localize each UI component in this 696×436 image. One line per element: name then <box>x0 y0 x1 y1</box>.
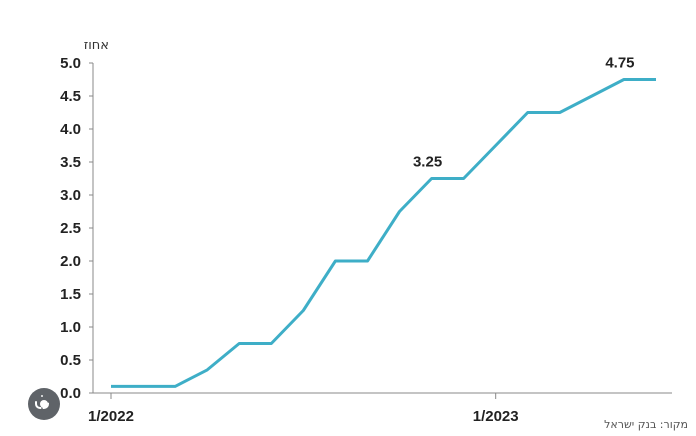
series-group <box>111 78 656 388</box>
y-axis-label: אחוז <box>84 38 109 53</box>
y-tick-label: 2.0 <box>60 253 81 270</box>
source-note: מקור: בנק ישראל <box>604 418 688 431</box>
x-tick-label: 1/2022 <box>88 408 134 425</box>
lens-dot-icon <box>40 400 48 408</box>
y-tick-label: 1.0 <box>60 319 81 336</box>
y-tick-label: 4.0 <box>60 121 81 138</box>
y-tick-label: 3.0 <box>60 187 81 204</box>
y-tick-label: 4.5 <box>60 88 81 105</box>
lens-icon[interactable] <box>28 388 60 420</box>
y-tick-label: 2.5 <box>60 220 81 237</box>
annotations: 3.25 4.75 <box>413 55 635 171</box>
data-label: 3.25 <box>413 154 442 171</box>
y-tick-label: 0.0 <box>60 385 81 402</box>
y-tick-label: 1.5 <box>60 286 81 303</box>
y-tick-label: 3.5 <box>60 154 81 171</box>
y-tick-label: 5.0 <box>60 55 81 72</box>
series-line <box>111 78 656 388</box>
x-tick-label: 1/2023 <box>473 408 519 425</box>
axes <box>89 62 672 394</box>
y-tick-labels: 5.0 4.5 4.0 3.5 3.0 2.5 2.0 1.5 1.0 0.5 0.0 <box>60 55 81 402</box>
x-tick-labels: 1/2022 1/2023 <box>88 393 519 425</box>
data-label: 4.75 <box>605 55 634 72</box>
y-tick-label: 0.5 <box>60 352 81 369</box>
